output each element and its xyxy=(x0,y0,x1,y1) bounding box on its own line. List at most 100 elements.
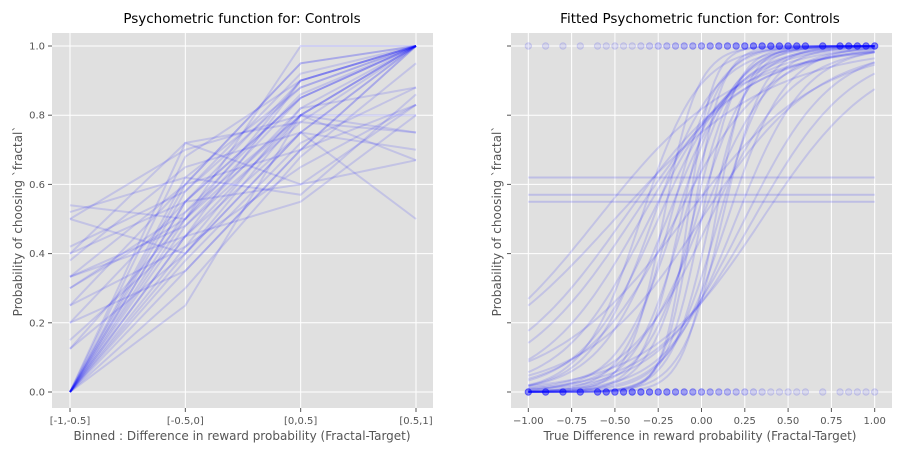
right-fitted-curve xyxy=(528,45,875,393)
right-fitted-curve xyxy=(527,51,875,300)
right-fitted-curve xyxy=(528,45,875,393)
left-y-tick-label: 0.8 xyxy=(29,111,45,122)
right-fitted-curve xyxy=(528,45,875,393)
right-fitted-curve xyxy=(528,45,875,387)
right-fitted-curves xyxy=(527,45,876,393)
right-fitted-curve xyxy=(528,45,875,387)
right-data-point xyxy=(628,42,636,50)
right-fitted-curve xyxy=(528,45,875,393)
right-data-point xyxy=(576,42,584,50)
right-data-point xyxy=(697,388,706,396)
left-grid xyxy=(52,33,433,408)
left-series-line xyxy=(69,103,417,307)
right-data-point xyxy=(628,388,636,396)
right-fitted-curve xyxy=(528,61,875,377)
right-data-point xyxy=(793,42,801,50)
left-series-line xyxy=(69,45,417,393)
right-data-point xyxy=(602,42,610,50)
right-x-tick-label: 0.75 xyxy=(820,416,842,427)
left-series-line xyxy=(69,121,417,393)
right-fitted-curve xyxy=(528,45,875,393)
right-x-tick-label: 0.50 xyxy=(777,416,799,427)
left-series-line xyxy=(69,114,416,220)
left-series-line xyxy=(69,62,417,393)
right-data-point xyxy=(758,388,766,396)
right-data-point xyxy=(559,388,567,396)
right-data-point xyxy=(749,388,758,396)
right-grid xyxy=(511,33,892,408)
left-series-line xyxy=(69,45,417,341)
right-chart-title: Fitted Psychometric function for: Contro… xyxy=(560,11,840,27)
left-series-line xyxy=(69,45,417,307)
right-fitted-curve xyxy=(527,50,875,344)
right-x-tick-label: 0.25 xyxy=(734,416,756,427)
right-data-point xyxy=(576,388,584,396)
left-series-line xyxy=(69,45,417,350)
right-fitted-curve xyxy=(528,45,875,393)
right-data-point xyxy=(663,388,671,396)
right-data-point xyxy=(741,42,749,50)
right-data-point xyxy=(845,42,853,50)
right-data-point xyxy=(801,42,810,50)
right-data-point xyxy=(801,388,810,396)
left-series-line xyxy=(69,113,417,393)
left-series-line xyxy=(69,45,416,290)
right-fitted-curve xyxy=(528,45,875,387)
right-data-point xyxy=(836,42,844,50)
right-data-point xyxy=(645,388,654,396)
right-data-point xyxy=(836,388,844,396)
right-data-point xyxy=(775,388,784,396)
left-series-line xyxy=(69,103,417,278)
right-fitted-curve xyxy=(527,63,875,363)
right-data-point xyxy=(645,42,654,50)
left-series-line xyxy=(69,86,417,278)
right-data-points xyxy=(524,42,879,396)
right-data-point xyxy=(593,388,602,396)
right-data-point xyxy=(784,42,792,50)
right-data-point xyxy=(853,388,862,396)
right-data-point xyxy=(706,388,714,396)
right-data-point xyxy=(680,388,688,396)
left-series-line xyxy=(69,45,417,393)
right-fitted-curve xyxy=(527,48,875,361)
right-data-point xyxy=(524,42,533,50)
right-data-point xyxy=(637,388,645,396)
right-data-point xyxy=(611,42,619,50)
left-series-lines xyxy=(69,45,417,393)
right-data-point xyxy=(663,42,671,50)
left-series-line xyxy=(69,45,417,324)
right-data-point xyxy=(602,388,610,396)
right-y-tick-marks xyxy=(507,45,511,393)
left-series-line xyxy=(69,45,417,393)
right-data-point xyxy=(793,388,801,396)
right-fitted-curve xyxy=(528,45,875,393)
left-series-line xyxy=(69,131,417,255)
left-series-line xyxy=(69,103,417,393)
right-data-point xyxy=(671,42,680,50)
right-data-point xyxy=(593,42,602,50)
right-x-tick-label: −1.00 xyxy=(513,416,544,427)
right-data-point xyxy=(611,388,619,396)
left-series-line xyxy=(69,45,417,393)
right-fitted-curve xyxy=(528,49,875,380)
right-data-point xyxy=(715,388,723,396)
left-series-line xyxy=(69,86,417,393)
left-series-line xyxy=(69,45,417,393)
right-x-tick-label: 0.00 xyxy=(690,416,712,427)
left-y-tick-label: 0.6 xyxy=(29,180,45,191)
right-fitted-curve xyxy=(528,45,875,393)
right-fitted-curve xyxy=(527,46,875,374)
right-data-point xyxy=(862,42,870,50)
right-fitted-curve xyxy=(528,51,875,393)
right-data-point xyxy=(723,388,732,396)
right-data-point xyxy=(619,388,628,396)
left-y-tick-label: 1.0 xyxy=(29,42,45,53)
right-fitted-curve xyxy=(527,57,875,307)
right-fitted-curve xyxy=(528,45,875,393)
right-fitted-curve xyxy=(527,46,875,382)
left-x-tick-label: [0,0.5] xyxy=(284,416,317,427)
right-data-point xyxy=(870,42,879,50)
left-series-line xyxy=(69,114,417,221)
left-series-line xyxy=(69,45,417,393)
